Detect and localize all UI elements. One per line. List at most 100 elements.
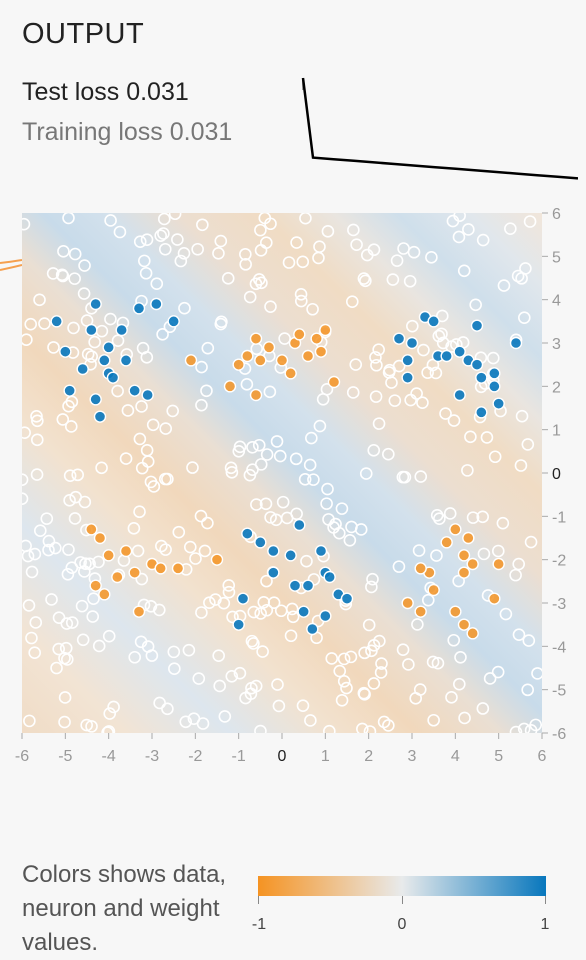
- test-point: [135, 461, 149, 475]
- orange-data-point: [401, 596, 414, 610]
- test-point: [86, 610, 100, 623]
- blue-data-point: [475, 371, 488, 384]
- test-point: [68, 272, 81, 285]
- test-point: [145, 649, 159, 662]
- test-point: [102, 629, 116, 643]
- test-point: [245, 681, 258, 695]
- test-point: [138, 254, 151, 268]
- test-point: [62, 399, 75, 413]
- test-point: [254, 223, 267, 237]
- x-tick-label: 4: [451, 748, 460, 765]
- x-tick-label: 2: [364, 748, 373, 765]
- test-point: [531, 667, 542, 680]
- test-point: [191, 242, 204, 256]
- test-point: [366, 572, 379, 586]
- test-point: [412, 544, 426, 557]
- test-point: [101, 726, 114, 733]
- test-point: [33, 524, 47, 538]
- orange-data-point: [319, 323, 332, 337]
- test-point: [511, 269, 525, 283]
- test-point: [374, 666, 388, 679]
- y-tick-label: 5: [552, 249, 561, 266]
- test-point: [260, 448, 274, 461]
- test-point: [346, 386, 360, 399]
- orange-data-point: [466, 557, 479, 571]
- test-point: [464, 430, 477, 444]
- blue-data-point: [470, 358, 484, 371]
- test-point: [49, 541, 62, 555]
- test-point: [78, 259, 91, 272]
- orange-data-point: [210, 553, 224, 566]
- orange-data-point: [457, 618, 471, 631]
- blue-data-point: [132, 302, 146, 315]
- test-point: [491, 544, 505, 558]
- blue-data-point: [102, 341, 115, 354]
- test-point: [447, 633, 461, 647]
- test-point: [69, 490, 82, 504]
- test-point: [272, 699, 286, 713]
- blue-data-point: [293, 518, 306, 532]
- test-point: [521, 438, 535, 451]
- test-point: [271, 678, 284, 691]
- blue-data-point: [93, 410, 107, 423]
- test-point: [457, 264, 471, 278]
- test-point: [499, 607, 513, 621]
- test-point: [357, 272, 371, 285]
- test-point: [298, 473, 312, 486]
- test-point: [269, 513, 283, 527]
- test-point: [214, 234, 228, 248]
- blue-data-point: [115, 323, 128, 337]
- blue-data-point: [150, 297, 163, 311]
- loss-curve-chart: [301, 77, 578, 180]
- test-point: [382, 447, 395, 461]
- test-point: [480, 431, 494, 444]
- blue-data-point: [319, 609, 332, 623]
- layer-link-stub: [0, 259, 22, 271]
- test-point: [174, 254, 188, 268]
- test-point: [377, 715, 391, 729]
- test-point: [243, 468, 257, 482]
- test-point: [430, 508, 444, 522]
- test-point: [58, 651, 71, 665]
- test-point: [369, 351, 382, 364]
- test-point: [77, 287, 91, 300]
- blue-data-point: [89, 393, 102, 406]
- test-point: [247, 637, 260, 650]
- test-point: [177, 246, 191, 260]
- orange-data-point: [223, 380, 237, 393]
- test-point: [367, 444, 381, 457]
- test-point: [397, 242, 410, 255]
- test-point: [189, 552, 202, 565]
- blue-data-point: [475, 406, 488, 419]
- test-point: [245, 634, 259, 648]
- y-tick-label: -5: [552, 683, 566, 700]
- test-point: [247, 605, 261, 619]
- blue-data-point: [106, 371, 120, 384]
- test-point: [453, 677, 466, 691]
- test-point: [300, 554, 313, 568]
- test-point: [85, 350, 98, 363]
- test-point: [358, 688, 371, 701]
- test-point: [92, 639, 106, 653]
- test-point: [95, 461, 108, 475]
- test-point: [159, 472, 172, 486]
- test-point: [488, 450, 502, 464]
- test-point: [198, 544, 212, 558]
- blue-data-point: [453, 388, 466, 402]
- output-heatmap[interactable]: -6 -5 -4 -3 -2 -1 0 1 2 3 4 5 6 6 5 4 3 2 1 0 -1 -2 -3 -4 -5 -6: [0, 195, 586, 785]
- test-point: [67, 321, 80, 335]
- orange-data-point: [314, 345, 328, 358]
- test-point: [221, 272, 235, 285]
- x-tick-label: -3: [145, 748, 159, 765]
- legend-tickmark-min: [258, 896, 259, 904]
- blue-data-point: [241, 527, 254, 540]
- test-point: [76, 633, 90, 647]
- test-point: [421, 593, 435, 607]
- test-point: [213, 679, 226, 693]
- orange-data-point: [427, 583, 440, 597]
- test-point: [458, 711, 471, 725]
- test-point: [337, 674, 351, 688]
- test-point: [104, 214, 117, 227]
- test-point: [218, 710, 232, 723]
- x-tick-label: 0: [278, 748, 287, 765]
